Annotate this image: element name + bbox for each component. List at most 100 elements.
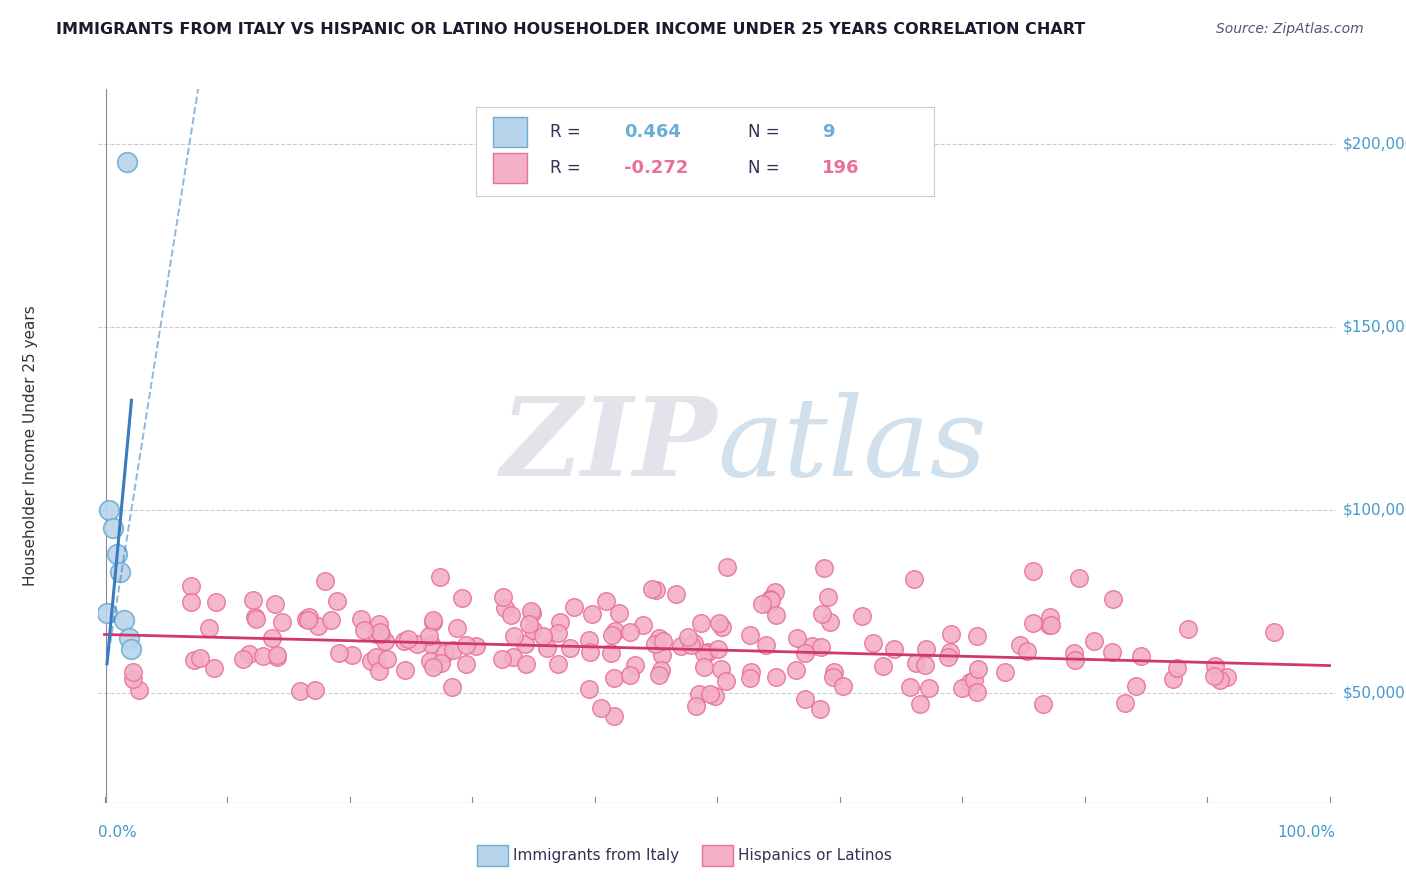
- FancyBboxPatch shape: [475, 107, 934, 196]
- Point: [738, 671, 761, 685]
- Point: [938, 650, 960, 665]
- Point: [326, 594, 349, 608]
- Point: [110, 566, 132, 580]
- Point: [531, 629, 554, 643]
- Point: [263, 597, 285, 611]
- Point: [180, 579, 202, 593]
- Point: [290, 684, 312, 698]
- Point: [456, 638, 478, 652]
- Point: [515, 637, 537, 651]
- Point: [915, 642, 938, 657]
- Point: [499, 608, 522, 623]
- Point: [266, 649, 288, 664]
- Text: 9: 9: [823, 123, 835, 141]
- Point: [690, 615, 713, 630]
- Point: [699, 687, 721, 701]
- Point: [450, 591, 472, 605]
- Point: [562, 599, 585, 614]
- Point: [641, 582, 664, 597]
- Point: [785, 663, 807, 677]
- Point: [422, 660, 444, 674]
- Point: [765, 607, 787, 622]
- Point: [710, 662, 733, 676]
- Point: [966, 629, 988, 643]
- Point: [905, 657, 928, 671]
- Point: [939, 645, 962, 659]
- Point: [665, 587, 688, 601]
- Point: [112, 613, 135, 627]
- Point: [122, 665, 145, 680]
- Point: [595, 594, 617, 608]
- Point: [491, 652, 513, 666]
- Point: [1161, 672, 1184, 686]
- Point: [298, 610, 321, 624]
- Point: [522, 606, 544, 620]
- Point: [1129, 648, 1152, 663]
- Text: IMMIGRANTS FROM ITALY VS HISPANIC OR LATINO HOUSEHOLDER INCOME UNDER 25 YEARS CO: IMMIGRANTS FROM ITALY VS HISPANIC OR LAT…: [56, 22, 1085, 37]
- Point: [1114, 696, 1136, 710]
- Point: [714, 673, 737, 688]
- Point: [689, 687, 711, 701]
- Point: [370, 626, 392, 640]
- Point: [740, 665, 762, 679]
- Point: [360, 654, 382, 668]
- Point: [917, 681, 939, 696]
- Point: [515, 657, 537, 671]
- Point: [644, 637, 666, 651]
- Point: [603, 709, 626, 723]
- Point: [392, 634, 415, 648]
- Point: [180, 594, 202, 608]
- Point: [422, 613, 444, 627]
- Point: [321, 613, 343, 627]
- Point: [1102, 592, 1125, 607]
- Point: [96, 606, 118, 620]
- Point: [651, 648, 673, 662]
- Point: [818, 615, 841, 629]
- Point: [205, 595, 228, 609]
- Point: [808, 702, 831, 716]
- Point: [578, 681, 600, 696]
- Point: [353, 623, 375, 637]
- Point: [238, 647, 260, 661]
- Point: [669, 640, 692, 654]
- Point: [558, 640, 581, 655]
- Point: [679, 638, 702, 652]
- Point: [294, 612, 316, 626]
- Point: [308, 619, 330, 633]
- Point: [811, 607, 834, 621]
- Point: [755, 638, 778, 652]
- Point: [1040, 617, 1063, 632]
- Point: [243, 610, 266, 624]
- Point: [441, 643, 464, 657]
- Point: [591, 700, 613, 714]
- Point: [817, 590, 839, 604]
- Point: [1063, 647, 1085, 661]
- Point: [1038, 617, 1060, 632]
- Point: [1208, 673, 1230, 687]
- Point: [716, 560, 738, 574]
- Point: [813, 561, 835, 575]
- Point: [1017, 643, 1039, 657]
- Point: [340, 648, 363, 663]
- Text: Source: ZipAtlas.com: Source: ZipAtlas.com: [1216, 22, 1364, 37]
- Text: -0.272: -0.272: [624, 159, 689, 177]
- FancyBboxPatch shape: [494, 117, 526, 147]
- Point: [1216, 670, 1239, 684]
- Point: [633, 617, 655, 632]
- Point: [939, 627, 962, 641]
- Point: [600, 628, 623, 642]
- Point: [262, 631, 284, 645]
- Point: [693, 646, 716, 660]
- Text: Hispanics or Latinos: Hispanics or Latinos: [738, 848, 891, 863]
- Point: [685, 698, 707, 713]
- Point: [966, 685, 988, 699]
- Point: [121, 642, 143, 657]
- Point: [429, 570, 451, 584]
- Point: [793, 691, 815, 706]
- Point: [502, 649, 524, 664]
- Point: [1039, 610, 1062, 624]
- Point: [422, 615, 444, 629]
- Point: [1083, 634, 1105, 648]
- Point: [619, 624, 641, 639]
- Point: [786, 631, 808, 645]
